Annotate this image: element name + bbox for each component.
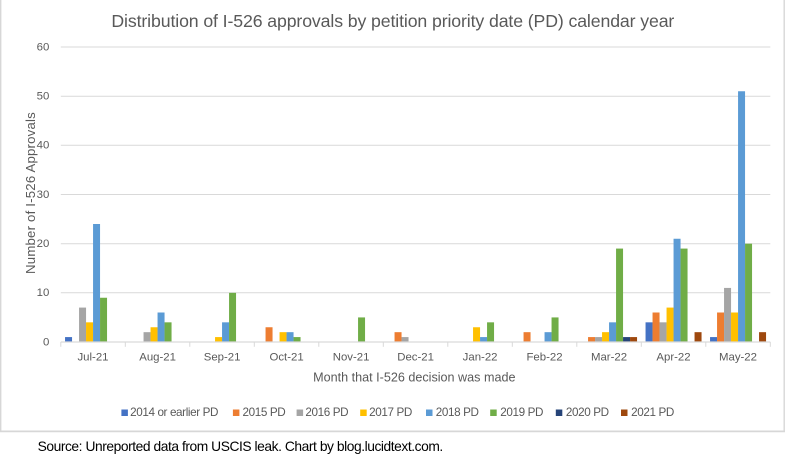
svg-text:2018 PD: 2018 PD xyxy=(436,406,479,419)
svg-text:Jan-22: Jan-22 xyxy=(463,352,498,364)
svg-text:Sep-21: Sep-21 xyxy=(204,352,241,364)
svg-text:May-22: May-22 xyxy=(719,352,757,364)
svg-text:2016 PD: 2016 PD xyxy=(305,406,348,419)
svg-text:Aug-21: Aug-21 xyxy=(139,352,176,364)
svg-text:0: 0 xyxy=(43,336,49,348)
svg-text:Number of I-526 Approvals: Number of I-526 Approvals xyxy=(23,112,38,274)
svg-text:Mar-22: Mar-22 xyxy=(591,352,627,364)
svg-text:60: 60 xyxy=(37,41,50,53)
svg-text:2019 PD: 2019 PD xyxy=(500,406,543,419)
svg-text:2015 PD: 2015 PD xyxy=(243,406,286,419)
svg-text:Month that I-526 decision was: Month that I-526 decision was made xyxy=(313,371,515,385)
svg-text:30: 30 xyxy=(37,189,50,201)
svg-text:50: 50 xyxy=(37,91,50,103)
svg-text:40: 40 xyxy=(37,140,50,152)
svg-text:Feb-22: Feb-22 xyxy=(526,352,562,364)
svg-text:2014 or earlier PD: 2014 or earlier PD xyxy=(130,406,218,419)
svg-text:2021 PD: 2021 PD xyxy=(631,406,674,419)
svg-text:10: 10 xyxy=(37,287,50,299)
svg-text:Dec-21: Dec-21 xyxy=(397,352,434,364)
svg-text:2017 PD: 2017 PD xyxy=(369,406,412,419)
svg-text:Jul-21: Jul-21 xyxy=(77,352,108,364)
svg-text:Distribution of I-526 approval: Distribution of I-526 approvals by petit… xyxy=(111,11,674,31)
svg-text:20: 20 xyxy=(37,238,50,250)
svg-text:Nov-21: Nov-21 xyxy=(333,352,370,364)
svg-text:Apr-22: Apr-22 xyxy=(656,352,690,364)
svg-text:2020 PD: 2020 PD xyxy=(566,406,609,419)
svg-text:Source: Unreported data from U: Source: Unreported data from USCIS leak.… xyxy=(38,439,443,454)
svg-text:Oct-21: Oct-21 xyxy=(270,352,304,364)
